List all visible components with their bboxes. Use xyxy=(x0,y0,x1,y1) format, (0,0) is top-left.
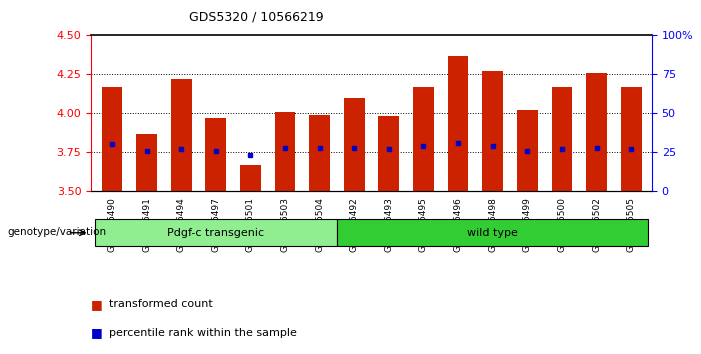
Bar xyxy=(343,98,365,191)
Bar xyxy=(448,56,468,191)
Bar xyxy=(309,115,330,191)
Text: Pdgf-c transgenic: Pdgf-c transgenic xyxy=(168,228,264,238)
Bar xyxy=(136,133,157,191)
Text: genotype/variation: genotype/variation xyxy=(7,227,106,237)
Bar xyxy=(482,71,503,191)
Text: GDS5320 / 10566219: GDS5320 / 10566219 xyxy=(189,11,324,24)
Bar xyxy=(413,87,434,191)
Bar xyxy=(586,73,607,191)
Bar xyxy=(621,87,641,191)
Bar xyxy=(337,219,648,246)
Text: wild type: wild type xyxy=(468,228,518,238)
Text: percentile rank within the sample: percentile rank within the sample xyxy=(109,328,297,338)
Text: ■: ■ xyxy=(91,326,103,339)
Bar xyxy=(95,219,337,246)
Bar xyxy=(517,110,538,191)
Bar xyxy=(171,79,191,191)
Bar xyxy=(240,165,261,191)
Bar xyxy=(379,116,400,191)
Text: ■: ■ xyxy=(91,298,103,311)
Bar xyxy=(102,87,122,191)
Bar xyxy=(275,112,295,191)
Bar xyxy=(552,87,572,191)
Text: transformed count: transformed count xyxy=(109,299,212,309)
Bar xyxy=(205,118,226,191)
